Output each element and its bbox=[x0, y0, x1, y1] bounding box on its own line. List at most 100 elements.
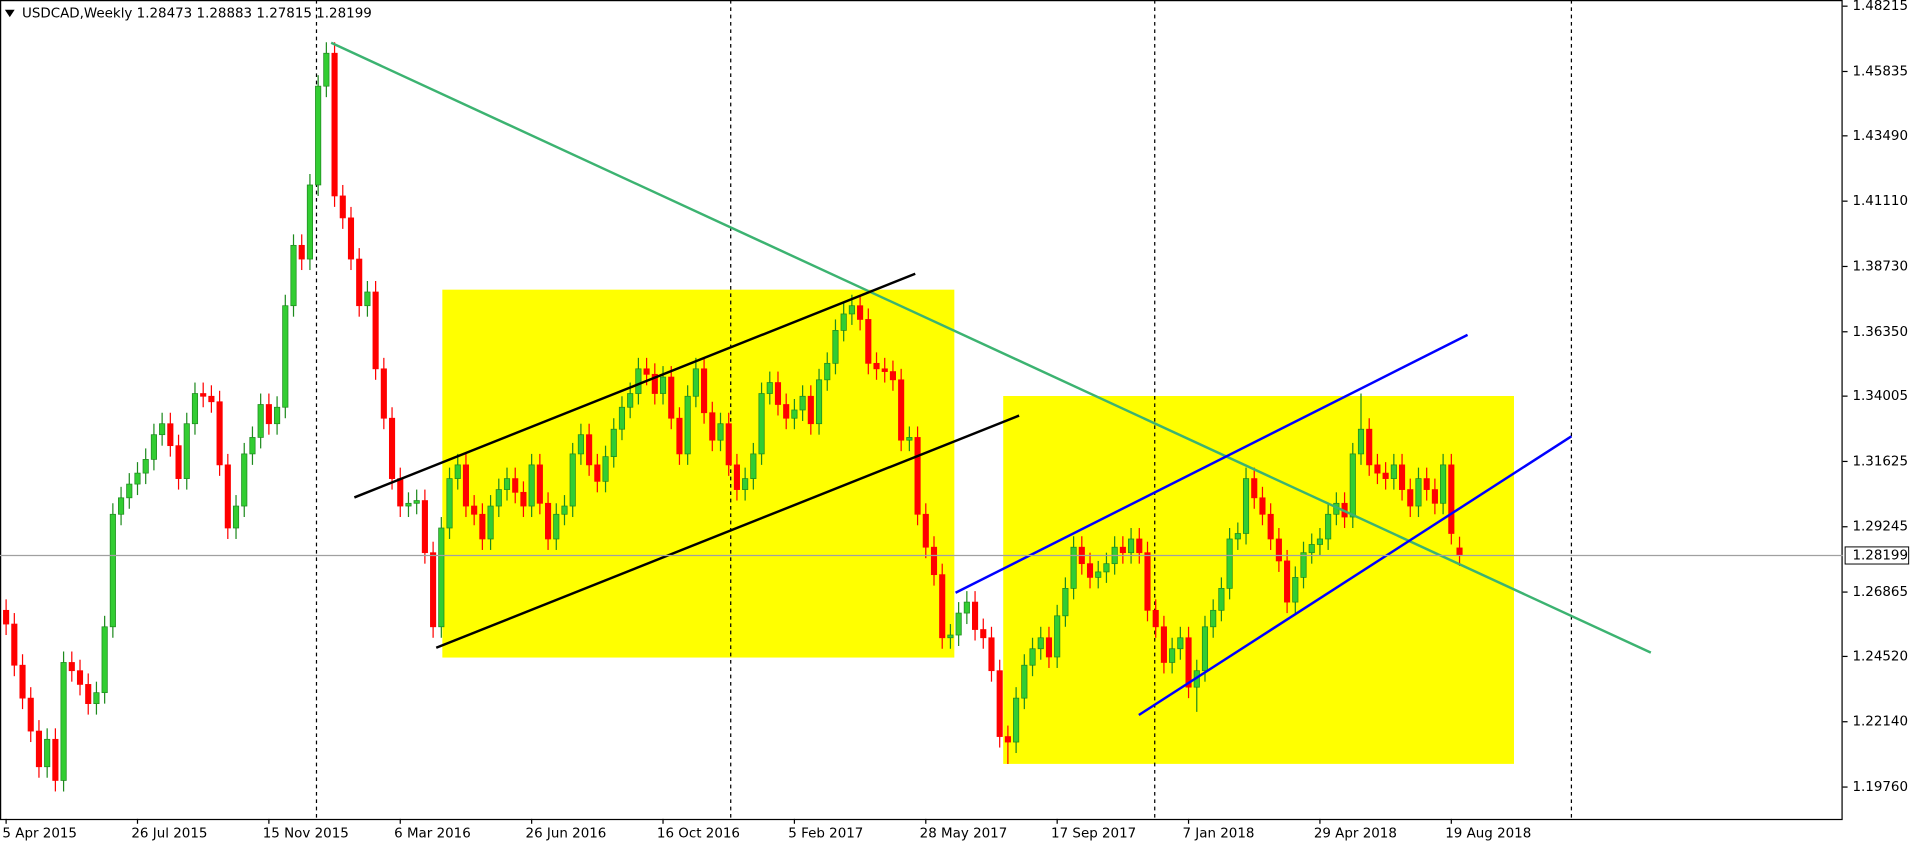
candle-body bbox=[709, 412, 716, 441]
candle-body bbox=[1292, 577, 1299, 603]
candle-body bbox=[906, 437, 913, 441]
candle-body bbox=[733, 464, 740, 490]
candle-body bbox=[216, 401, 223, 466]
candle-body bbox=[1325, 513, 1332, 540]
candle-body bbox=[742, 478, 749, 490]
candle-body bbox=[553, 513, 560, 540]
candle-body bbox=[1308, 544, 1315, 554]
chart-header: USDCAD,Weekly 1.28473 1.28883 1.27815 1.… bbox=[22, 6, 372, 21]
candle-body bbox=[536, 464, 543, 504]
candle-body bbox=[1013, 697, 1020, 743]
candle-body bbox=[175, 445, 182, 479]
candle-body bbox=[512, 478, 519, 493]
candle-body bbox=[1284, 560, 1291, 603]
candle-body bbox=[93, 692, 100, 704]
candle-body bbox=[602, 456, 609, 482]
candle-body bbox=[922, 513, 929, 548]
candle-body bbox=[126, 483, 133, 499]
y-tick-label: 1.22140 bbox=[1852, 715, 1908, 730]
candle-body bbox=[85, 684, 92, 704]
candle-body bbox=[725, 423, 732, 466]
candle-body bbox=[372, 291, 379, 370]
candle-body bbox=[413, 500, 420, 504]
candle-body bbox=[758, 393, 765, 455]
channel-line bbox=[955, 333, 1469, 594]
candle-body bbox=[35, 730, 43, 768]
candle-body bbox=[421, 500, 428, 554]
candle-body bbox=[249, 437, 256, 455]
y-tick-label: 1.43490 bbox=[1852, 129, 1908, 144]
candle-body bbox=[405, 502, 412, 507]
candle-body bbox=[643, 368, 650, 375]
candle-body bbox=[1251, 478, 1258, 499]
candle-body bbox=[339, 195, 346, 219]
candle-body bbox=[397, 478, 404, 507]
candle-body bbox=[1259, 497, 1266, 515]
candle-body bbox=[257, 404, 264, 438]
low-value: 1.27815 bbox=[256, 6, 312, 21]
candle-body bbox=[1226, 538, 1233, 589]
candle-body bbox=[627, 393, 634, 408]
candle-body bbox=[561, 505, 568, 515]
candle-body bbox=[750, 453, 757, 479]
candle-body bbox=[1374, 464, 1381, 474]
candle-body bbox=[1021, 664, 1028, 699]
candle-body bbox=[274, 406, 281, 425]
trend-lines bbox=[330, 41, 1652, 717]
highlight-box bbox=[442, 289, 955, 658]
candle-body bbox=[232, 505, 240, 529]
candle-body bbox=[1144, 552, 1151, 611]
candle-body bbox=[134, 472, 141, 485]
candle-body bbox=[282, 305, 289, 408]
candle-body bbox=[298, 244, 305, 260]
candle-body bbox=[109, 513, 116, 628]
candle-body bbox=[930, 546, 938, 576]
candle-body bbox=[150, 434, 157, 460]
candle-body bbox=[783, 404, 790, 419]
y-tick-label: 1.26865 bbox=[1852, 585, 1908, 600]
candle-body bbox=[1275, 538, 1282, 562]
candle-body bbox=[1234, 533, 1241, 540]
candle-body bbox=[1407, 489, 1414, 507]
current-price-label: 1.28199 bbox=[1852, 548, 1908, 563]
candle-body bbox=[76, 670, 84, 685]
candle-body bbox=[1357, 428, 1365, 455]
y-tick-label: 1.38730 bbox=[1852, 259, 1908, 274]
candle-body bbox=[520, 491, 527, 507]
candle-body bbox=[1119, 546, 1126, 554]
candle-body bbox=[208, 395, 215, 403]
candle-body bbox=[676, 417, 683, 455]
trend-line bbox=[330, 41, 1652, 654]
candle-body bbox=[914, 437, 921, 515]
candle-body bbox=[972, 601, 979, 630]
y-tick-label: 1.36350 bbox=[1852, 325, 1908, 340]
candle-body bbox=[364, 291, 371, 307]
channel-line bbox=[435, 414, 1020, 649]
x-tick-label: 29 Apr 2018 bbox=[1314, 827, 1397, 842]
x-tick-label: 5 Feb 2017 bbox=[788, 827, 863, 842]
candle-body bbox=[1086, 563, 1094, 578]
y-tick-label: 1.41110 bbox=[1852, 194, 1908, 209]
candle-body bbox=[635, 368, 642, 394]
x-tick-label: 17 Sep 2017 bbox=[1051, 827, 1136, 842]
candle-body bbox=[947, 634, 954, 639]
candle-body bbox=[1415, 478, 1422, 507]
candle-body bbox=[1160, 626, 1167, 663]
x-tick-label: 26 Jul 2015 bbox=[131, 827, 207, 842]
high-value: 1.28883 bbox=[197, 6, 253, 21]
candle-body bbox=[462, 464, 470, 507]
candle-body bbox=[3, 609, 10, 625]
candle-body bbox=[331, 52, 338, 197]
x-tick-label: 6 Mar 2016 bbox=[394, 827, 471, 842]
candle-body bbox=[963, 601, 970, 614]
candle-body bbox=[1431, 489, 1438, 504]
candle-body bbox=[19, 664, 26, 699]
candle-body bbox=[224, 464, 231, 529]
candle-body bbox=[1218, 588, 1225, 611]
candle-body bbox=[1103, 563, 1110, 573]
candle-body bbox=[446, 478, 453, 529]
menu-arrow[interactable] bbox=[4, 9, 15, 18]
